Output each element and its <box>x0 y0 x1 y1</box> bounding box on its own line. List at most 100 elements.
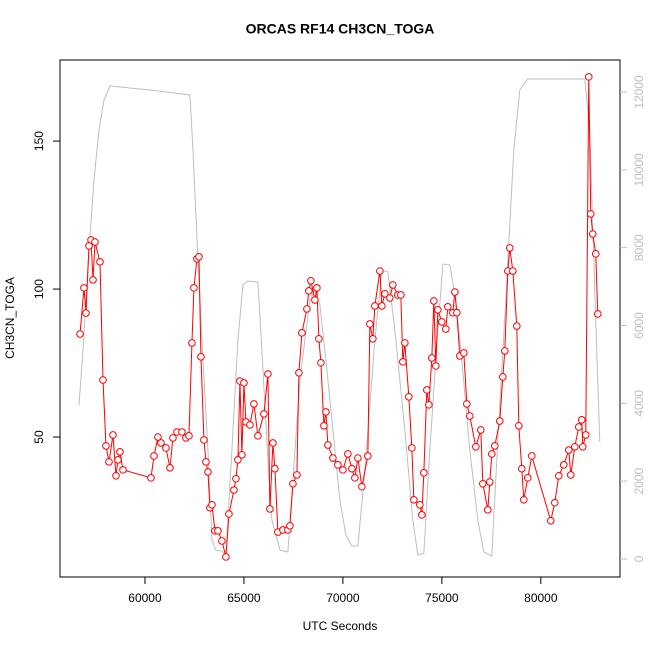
data-point <box>428 354 436 362</box>
data-point <box>399 358 407 366</box>
data-point <box>264 370 272 378</box>
data-point <box>588 230 597 238</box>
data-point <box>451 288 459 296</box>
data-point <box>463 400 471 408</box>
data-point <box>99 376 107 384</box>
data-point <box>218 537 226 545</box>
data-point <box>260 410 268 418</box>
data-point <box>472 442 480 451</box>
data-point <box>298 329 306 337</box>
data-point <box>479 479 487 488</box>
data-point <box>389 281 397 289</box>
data-point <box>114 456 122 464</box>
data-point <box>96 258 104 266</box>
data-point <box>315 334 323 343</box>
y2-tick-label: 6000 <box>632 312 646 339</box>
data-point <box>581 431 590 439</box>
data-point <box>82 309 90 317</box>
data-point <box>444 303 452 311</box>
data-point <box>157 439 165 447</box>
data-point <box>76 330 84 338</box>
data-point <box>512 322 521 330</box>
data-point <box>150 452 158 460</box>
data-point <box>354 454 362 462</box>
data-point <box>418 511 426 519</box>
data-point <box>214 527 222 535</box>
data-point <box>442 325 450 333</box>
data-point <box>116 448 124 456</box>
data-point <box>566 471 575 479</box>
data-point <box>166 463 174 472</box>
data-point <box>307 276 315 285</box>
data-point <box>364 452 372 460</box>
x-tick-label: 65000 <box>227 591 261 605</box>
data-point <box>405 392 413 401</box>
data-point <box>420 469 428 477</box>
data-point <box>423 386 431 394</box>
data-point <box>358 482 366 491</box>
data-point <box>162 444 170 452</box>
chart-title: ORCAS RF14 CH3CN_TOGA <box>246 21 435 37</box>
data-point <box>147 474 155 482</box>
data-point <box>289 479 297 488</box>
data-point <box>322 408 330 416</box>
data-point <box>371 302 379 310</box>
data-point <box>91 238 99 246</box>
data-point <box>230 486 238 494</box>
data-point <box>416 500 424 509</box>
y2-tick-label: 12000 <box>632 75 646 109</box>
data-point <box>593 310 602 318</box>
data-point <box>254 432 262 440</box>
data-point <box>432 362 440 370</box>
y2-tick-label: 10000 <box>632 153 646 187</box>
data-point <box>169 434 177 442</box>
data-point <box>311 296 319 304</box>
data-point <box>102 442 110 450</box>
data-point <box>578 442 587 451</box>
data-point <box>197 353 205 361</box>
data-point <box>329 454 337 462</box>
data-point <box>514 421 523 430</box>
data-point <box>344 450 352 458</box>
data-point <box>293 471 301 479</box>
data-point <box>460 349 468 357</box>
data-point <box>477 426 485 434</box>
data-point <box>303 305 311 313</box>
data-point <box>271 464 279 473</box>
data-point <box>466 412 474 420</box>
data-point <box>425 400 433 409</box>
x-tick-label: 80000 <box>524 591 558 605</box>
data-point <box>188 339 196 347</box>
data-point <box>348 464 356 473</box>
data-point <box>266 505 274 513</box>
data-point <box>200 436 208 444</box>
data-point <box>339 466 347 474</box>
data-point <box>519 495 528 504</box>
data-point <box>488 450 496 458</box>
data-point <box>486 478 494 486</box>
data-point <box>376 267 384 275</box>
data-point <box>154 433 162 441</box>
data-point <box>559 461 568 469</box>
plot-frame <box>59 59 621 578</box>
data-line <box>78 78 601 557</box>
y-tick-label: 100 <box>32 279 46 299</box>
data-point <box>554 471 563 480</box>
data-point <box>586 210 595 218</box>
data-point <box>351 474 359 482</box>
data-point <box>574 423 583 431</box>
data-point <box>324 441 332 449</box>
data-point <box>550 498 559 507</box>
data-point <box>317 358 325 367</box>
data-point <box>185 432 193 440</box>
y2-tick-label: 4000 <box>632 390 646 417</box>
data-point <box>584 73 593 81</box>
y2-tick-label: 0 <box>632 555 646 562</box>
data-point <box>178 428 186 436</box>
data-point <box>190 284 198 292</box>
data-point <box>523 474 532 482</box>
x-tick-label: 60000 <box>128 591 162 605</box>
data-point <box>438 318 446 326</box>
x-tick-label: 70000 <box>326 591 360 605</box>
data-point <box>89 276 97 284</box>
